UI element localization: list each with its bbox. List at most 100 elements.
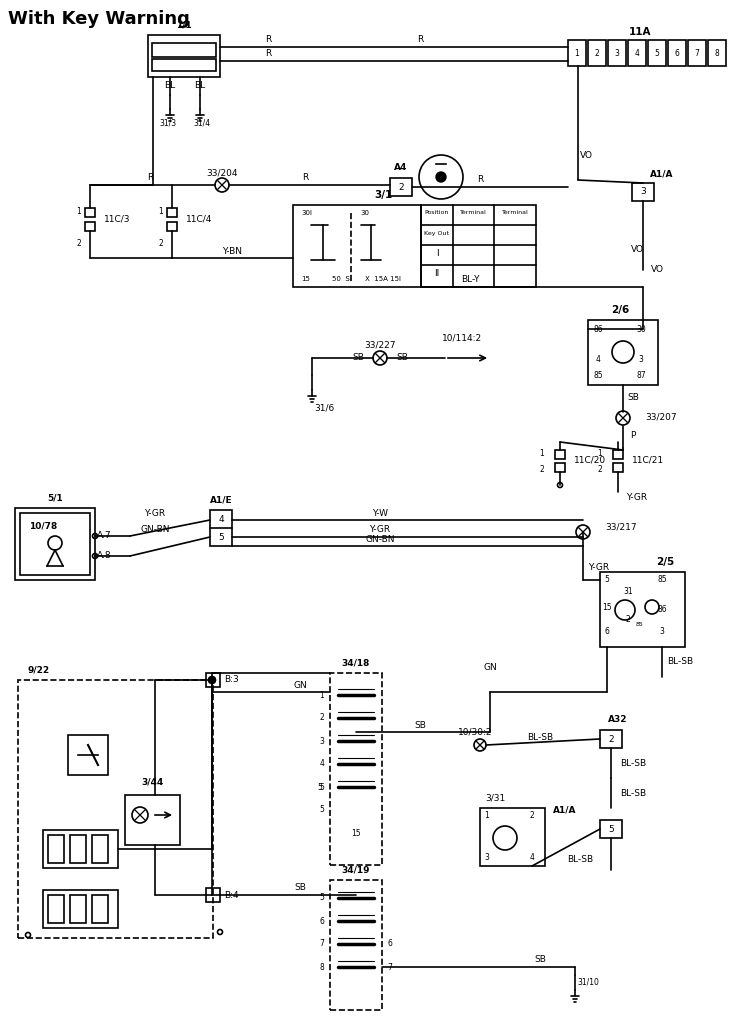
Text: BL: BL (194, 81, 205, 89)
Text: SB: SB (627, 393, 639, 402)
Bar (70, 895, 86, 923)
Bar (628, 40, 646, 66)
Bar (48, 835, 64, 863)
Text: R: R (477, 175, 483, 184)
Text: 85: 85 (593, 371, 603, 380)
Text: A32: A32 (608, 716, 627, 725)
Text: 8: 8 (715, 48, 719, 57)
Bar (48, 895, 64, 923)
Text: 4: 4 (635, 48, 639, 57)
Text: A.7: A.7 (97, 531, 111, 541)
Text: 1: 1 (320, 690, 325, 699)
Text: 4: 4 (595, 355, 600, 365)
Text: 15: 15 (603, 602, 612, 611)
Bar (708, 40, 726, 66)
Bar (588, 319, 658, 385)
Text: 4: 4 (529, 853, 534, 862)
Text: 11C/4: 11C/4 (186, 214, 213, 223)
Text: 30: 30 (361, 210, 369, 216)
Text: 5: 5 (317, 782, 323, 792)
Text: 10/114:2: 10/114:2 (442, 334, 482, 342)
Text: 31/3: 31/3 (160, 119, 177, 128)
Bar (613, 463, 623, 472)
Text: R: R (265, 49, 271, 58)
Text: 2: 2 (539, 466, 545, 474)
Text: X  15A 15I: X 15A 15I (365, 276, 401, 282)
Bar (210, 510, 232, 546)
Text: 2: 2 (597, 466, 603, 474)
Text: 3: 3 (320, 736, 325, 745)
Bar (15, 508, 95, 580)
Text: GN: GN (293, 681, 307, 689)
Bar (68, 735, 108, 775)
Text: 11C/21: 11C/21 (632, 456, 664, 465)
Text: 6: 6 (320, 916, 325, 926)
Bar (555, 450, 565, 459)
Text: A1/A: A1/A (553, 806, 577, 814)
Text: SB: SB (534, 955, 546, 965)
Bar (43, 890, 118, 928)
Text: 5: 5 (320, 806, 325, 814)
Text: 33/207: 33/207 (645, 413, 677, 422)
Text: 2: 2 (398, 182, 404, 191)
Text: A4: A4 (394, 164, 408, 172)
Text: 3/31: 3/31 (485, 794, 505, 803)
Text: 34/18: 34/18 (342, 658, 370, 668)
Text: BL-SB: BL-SB (620, 788, 646, 798)
Text: 5: 5 (320, 894, 325, 902)
Text: 2: 2 (608, 734, 614, 743)
Bar (92, 895, 108, 923)
Text: R: R (147, 173, 153, 182)
Bar (600, 730, 622, 748)
Text: 4: 4 (320, 760, 325, 768)
Text: 2: 2 (320, 714, 325, 723)
Text: BL: BL (164, 81, 176, 89)
Text: 1: 1 (77, 208, 81, 216)
Text: 10/78: 10/78 (29, 521, 57, 530)
Bar (167, 222, 177, 231)
Bar (206, 673, 220, 687)
Text: 5: 5 (605, 575, 609, 585)
Text: 5: 5 (320, 782, 325, 792)
Text: 7: 7 (388, 963, 392, 972)
Text: 3/44: 3/44 (141, 777, 163, 786)
Text: 86: 86 (593, 325, 603, 334)
Text: B:4: B:4 (224, 891, 239, 899)
Text: Y-GR: Y-GR (626, 494, 647, 503)
Text: 31/10: 31/10 (577, 978, 599, 986)
Text: VO: VO (580, 151, 592, 160)
Text: With Key Warning: With Key Warning (8, 10, 190, 28)
Bar (688, 40, 706, 66)
Bar (20, 513, 90, 575)
Text: 5/1: 5/1 (47, 494, 63, 503)
Bar (43, 830, 118, 868)
Text: SB: SB (352, 353, 364, 362)
Text: 1: 1 (575, 48, 579, 57)
Text: I: I (435, 249, 438, 257)
Text: 2/5: 2/5 (656, 557, 674, 567)
Bar (608, 40, 626, 66)
Text: R: R (302, 173, 308, 182)
Bar (293, 205, 421, 287)
Text: GN-BN: GN-BN (140, 525, 170, 535)
Text: 6: 6 (388, 939, 392, 948)
Text: 9/22: 9/22 (28, 666, 50, 675)
Text: 33/204: 33/204 (206, 169, 237, 177)
Bar (588, 40, 606, 66)
Text: 1: 1 (539, 450, 545, 459)
Text: 3: 3 (638, 355, 644, 365)
Text: 6: 6 (605, 628, 609, 637)
Text: BL-SB: BL-SB (527, 733, 553, 742)
Circle shape (436, 172, 446, 182)
Bar (85, 208, 95, 217)
Bar (125, 795, 180, 845)
Text: Key Out: Key Out (424, 230, 449, 236)
Bar (600, 820, 622, 838)
Text: 31/4: 31/4 (194, 119, 210, 128)
Bar (421, 205, 536, 287)
Text: 5: 5 (655, 48, 660, 57)
Bar (648, 40, 666, 66)
Text: 6: 6 (674, 48, 679, 57)
Text: R: R (417, 36, 423, 44)
Text: 10/30:2: 10/30:2 (457, 727, 493, 736)
